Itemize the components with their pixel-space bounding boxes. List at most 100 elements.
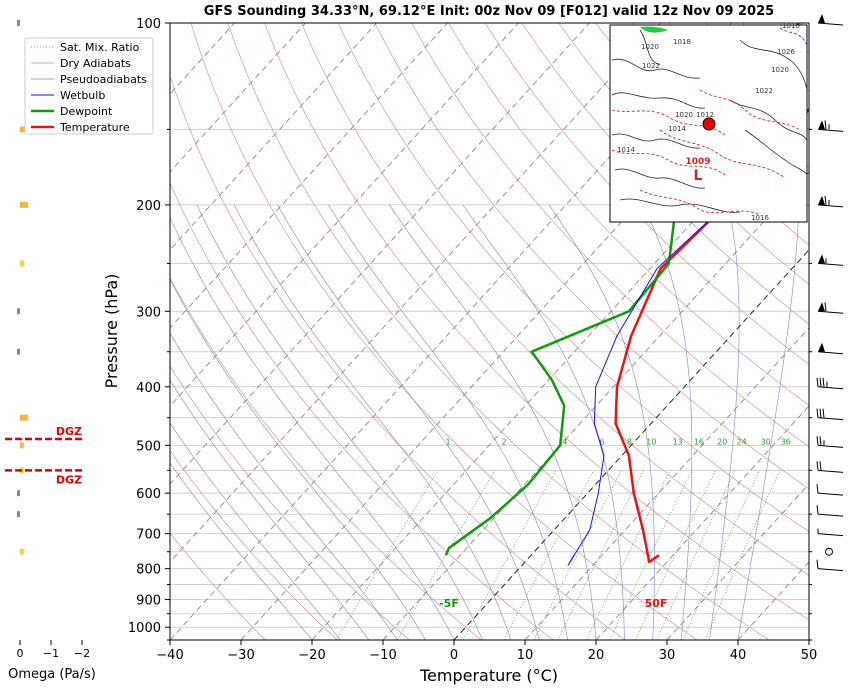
surface-temperature-label: 50F: [645, 597, 668, 610]
thickness-contour: [699, 89, 801, 131]
mixing-ratio-line: [682, 470, 760, 640]
omega-bar: [20, 442, 24, 449]
omega-bar: [20, 126, 25, 133]
moist-adiabats: [170, 204, 800, 640]
x-axis-label: Temperature (°C): [419, 666, 558, 685]
x-tick-label: 40: [730, 648, 747, 663]
barb-full: [819, 377, 822, 387]
dry-adiabat: [411, 23, 809, 448]
calm-marker: [825, 547, 833, 556]
dry-adiabats: [170, 23, 809, 640]
isobar-contour: [611, 58, 701, 79]
barb-pennant: [818, 302, 825, 312]
pseudoadiabat: [277, 204, 540, 640]
mixing-ratios: [336, 470, 781, 640]
y-tick-label: 500: [136, 439, 161, 454]
plot-frame: [169, 22, 810, 641]
chart-title: GFS Sounding 34.33°N, 69.12°E Init: 00z …: [204, 4, 774, 19]
mixing-ratio-line: [704, 470, 781, 640]
isobar-contour: [619, 198, 741, 213]
dry-adiabat: [374, 23, 809, 490]
isotherm-line: [170, 23, 519, 407]
barb-pennant: [818, 342, 825, 352]
x-tick-label: 50: [801, 648, 818, 663]
wind-barb: [816, 505, 844, 517]
dgz-label: DGZ: [56, 425, 82, 438]
dry-adiabat: [170, 74, 626, 640]
wind-barb: [817, 528, 844, 537]
barb-pennant: [818, 14, 825, 23]
mixing-ratio-label: 20: [717, 437, 727, 446]
low-pressure-label: L: [694, 168, 703, 184]
omega-tick-label: −2: [74, 647, 90, 660]
omega-bars: [17, 20, 29, 555]
pseudoadiabat: [737, 204, 800, 640]
x-tick-label: −20: [298, 648, 325, 663]
dry-adiabat: [521, 23, 809, 325]
legend-item-label: Wetbulb: [60, 89, 105, 102]
pseudoadiabat: [170, 216, 455, 640]
wind-barb: [816, 484, 844, 496]
isotherm-line: [170, 23, 306, 173]
pseudoadiabat: [233, 204, 512, 640]
profile-wetbulb: [567, 204, 727, 566]
dry-adiabat: [170, 365, 410, 640]
barb-full: [822, 408, 825, 418]
dry-adiabat: [170, 277, 482, 640]
barb-shaft: [817, 492, 844, 496]
omega-tick-label: −1: [43, 647, 59, 660]
isobar-contour: [639, 29, 661, 66]
mixing-ratio-line: [634, 470, 716, 640]
thickness-contour: [659, 129, 786, 179]
pseudoadiabat: [170, 278, 426, 640]
barb-full: [816, 408, 819, 418]
surface-labels: -5F 50F: [439, 597, 667, 610]
y-tick-label: 200: [136, 199, 161, 214]
pseudoadiabat: [709, 204, 740, 640]
isobar-label: 1018: [673, 38, 691, 46]
barb-shaft: [817, 262, 844, 266]
thickness-contour: [611, 109, 726, 136]
omega-bar: [17, 20, 20, 26]
dgz-markers: DGZ DGZ: [5, 425, 82, 486]
barb-pennant: [818, 195, 825, 205]
barb-shaft: [817, 128, 844, 132]
x-tick-label: 0: [450, 648, 458, 663]
wind-barb: [817, 120, 844, 132]
pseudoadiabat: [462, 204, 625, 640]
mixing-ratio-line: [656, 470, 736, 640]
mixing-ratio-line: [462, 470, 557, 640]
mixing-ratio-line: [397, 470, 496, 640]
inset-map: 1018102010221014101210201014102210201026…: [609, 22, 808, 223]
thickness-contour: [639, 189, 761, 216]
barb-shaft: [817, 22, 844, 26]
barb-shaft: [817, 533, 844, 537]
wind-barb: [816, 436, 844, 448]
mixing-ratio-line: [609, 470, 693, 640]
barb-full: [824, 120, 827, 130]
dry-adiabat: [484, 23, 809, 365]
x-tick-label: 20: [588, 648, 605, 663]
omega-bar: [20, 201, 29, 208]
barb-shaft: [817, 204, 844, 208]
barb-full: [816, 436, 819, 446]
y-tick-label: 700: [136, 528, 161, 543]
legend-item-label: Temperature: [59, 121, 130, 134]
x-tick-label: 30: [659, 648, 676, 663]
isobar-label: 1026: [777, 48, 795, 56]
omega-tick-label: 0: [17, 647, 24, 660]
omega-bar: [20, 260, 25, 267]
dry-adiabat: [170, 450, 338, 640]
pseudoadiabat: [328, 204, 568, 640]
barb-pennant: [818, 120, 825, 130]
isobar-contour: [611, 92, 706, 109]
mixing-ratio-line: [503, 470, 595, 640]
omega-ticks: 0 −1 −2: [17, 640, 90, 660]
pseudoadiabat: [196, 204, 483, 640]
barb-shaft: [817, 469, 844, 473]
isotherm-line: [170, 23, 590, 485]
pseudoadiabat: [642, 204, 693, 640]
legend-item-label: Dry Adiabats: [60, 57, 131, 70]
x-tick-label: −10: [369, 648, 396, 663]
